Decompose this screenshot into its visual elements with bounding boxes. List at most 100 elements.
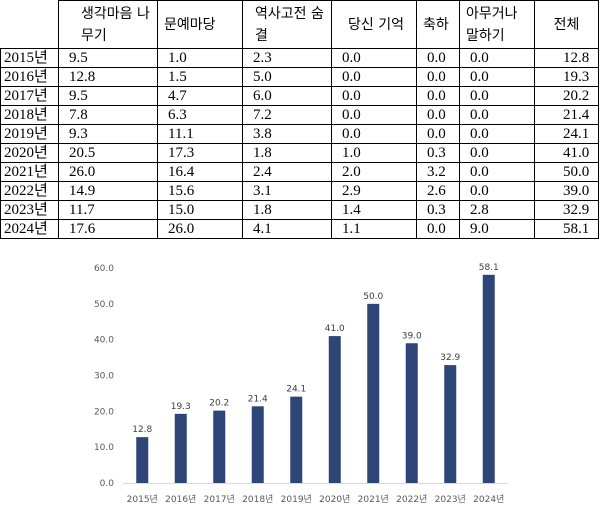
table-cell: 0.0 xyxy=(459,105,535,125)
bar xyxy=(328,336,341,483)
table-row: 2020년 20.5 17.3 1.8 1.0 0.3 0.0 41.0 xyxy=(0,143,599,163)
table-cell: 12.8 xyxy=(58,67,158,87)
table-cell: 17.6 xyxy=(58,219,158,239)
table-cell: 4.1 xyxy=(242,219,332,239)
table-cell: 11.7 xyxy=(58,200,158,220)
table-cell: 1.1 xyxy=(331,219,417,239)
x-category-label: 2016년 xyxy=(165,494,196,505)
x-category-label: 2017년 xyxy=(204,494,235,505)
x-category-label: 2022년 xyxy=(396,494,427,505)
bar xyxy=(290,396,303,483)
table-cell: 1.0 xyxy=(157,48,243,68)
header-col-1: 생각마음 나무기 xyxy=(58,0,158,49)
table-cell: 2.8 xyxy=(459,200,535,220)
table-cell: 0.3 xyxy=(416,200,460,220)
table-cell: 3.2 xyxy=(416,162,460,182)
table-cell: 6.0 xyxy=(242,86,332,106)
table-cell: 2.0 xyxy=(331,162,417,182)
x-category-label: 2020년 xyxy=(319,494,350,505)
table-row: 2015년 9.5 1.0 2.3 0.0 0.0 0.0 12.8 xyxy=(0,48,599,68)
bar xyxy=(136,437,149,483)
bar xyxy=(482,274,495,483)
table-cell: 0.0 xyxy=(416,67,460,87)
table-cell: 3.8 xyxy=(242,124,332,144)
table-cell: 0.0 xyxy=(416,48,460,68)
bar-value-label: 12.8 xyxy=(132,425,152,435)
table-cell: 19.3 xyxy=(534,67,599,87)
row-year-cell: 2019년 xyxy=(0,124,59,144)
table-row: 2017년 9.5 4.7 6.0 0.0 0.0 0.0 20.2 xyxy=(0,86,599,106)
header-col-7: 전체 xyxy=(534,0,599,49)
table-cell: 32.9 xyxy=(534,200,599,220)
table-cell: 20.5 xyxy=(58,143,158,163)
table-cell: 26.0 xyxy=(157,219,243,239)
bar xyxy=(213,410,226,483)
header-col-4: 당신 기억 xyxy=(331,0,417,49)
table-cell: 20.2 xyxy=(534,86,599,106)
table-cell: 9.5 xyxy=(58,86,158,106)
x-category-label: 2019년 xyxy=(281,494,312,505)
table-cell: 0.0 xyxy=(459,162,535,182)
bar-value-label: 39.0 xyxy=(402,331,422,341)
table-cell: 0.0 xyxy=(459,67,535,87)
table-cell: 21.4 xyxy=(534,105,599,125)
row-year-cell: 2016년 xyxy=(0,67,59,87)
table-cell: 9.3 xyxy=(58,124,158,144)
table-cell: 16.4 xyxy=(157,162,243,182)
x-category-label: 2021년 xyxy=(358,494,389,505)
table-cell: 39.0 xyxy=(534,181,599,201)
table-body: 2015년 9.5 1.0 2.3 0.0 0.0 0.0 12.8 2016년 12.8 1.5 5… xyxy=(0,48,599,239)
table-cell: 7.2 xyxy=(242,105,332,125)
bar-value-label: 24.1 xyxy=(286,385,306,395)
table-cell: 0.0 xyxy=(416,124,460,144)
table-cell: 0.0 xyxy=(416,86,460,106)
table-row: 2016년 12.8 1.5 5.0 0.0 0.0 0.0 19.3 xyxy=(0,67,599,87)
table-cell: 0.0 xyxy=(459,124,535,144)
table-cell: 0.0 xyxy=(331,105,417,125)
bar xyxy=(367,303,380,483)
table-cell: 50.0 xyxy=(534,162,599,182)
table-cell: 0.0 xyxy=(331,86,417,106)
header-col-2: 문예마당 xyxy=(157,0,243,49)
table-cell: 9.0 xyxy=(459,219,535,239)
y-tick-label: 40.0 xyxy=(94,336,114,346)
row-year-cell: 2024년 xyxy=(0,219,59,239)
table-cell: 2.3 xyxy=(242,48,332,68)
table-cell: 6.3 xyxy=(157,105,243,125)
table-cell: 0.3 xyxy=(416,143,460,163)
row-year-cell: 2020년 xyxy=(0,143,59,163)
row-year-cell: 2015년 xyxy=(0,48,59,68)
bar-chart: 0.0 10.0 20.0 30.0 40.0 50.0 60.0 12.8 19.3 20.2… xyxy=(94,263,508,505)
table-cell: 0.0 xyxy=(331,48,417,68)
table-cell: 1.5 xyxy=(157,67,243,87)
table-row: 2024년 17.6 26.0 4.1 1.1 0.0 9.0 58.1 xyxy=(0,219,599,239)
bar-value-label: 21.4 xyxy=(248,394,268,404)
header-col-3: 역사고전 숨결 xyxy=(242,0,332,49)
y-tick-label: 30.0 xyxy=(94,372,114,382)
table-cell: 9.5 xyxy=(58,48,158,68)
table-cell: 0.0 xyxy=(459,86,535,106)
table-row: 2022년 14.9 15.6 3.1 2.9 2.6 0.0 39.0 xyxy=(0,181,599,201)
bar xyxy=(251,406,264,483)
bar xyxy=(174,413,187,483)
table-cell: 4.7 xyxy=(157,86,243,106)
table-header-row: 생각마음 나무기 문예마당 역사고전 숨결 당신 기억 축하 아무거나 말하기 … xyxy=(0,0,599,49)
table-cell: 15.0 xyxy=(157,200,243,220)
header-col-6: 아무거나 말하기 xyxy=(459,0,535,49)
table-row: 2021년 26.0 16.4 2.4 2.0 3.2 0.0 50.0 xyxy=(0,162,599,182)
y-tick-label: 60.0 xyxy=(94,264,114,274)
x-axis: 2015년 2016년 2017년 2018년 2019년 2020년 2021년 2022년… xyxy=(123,483,508,505)
table-cell: 0.0 xyxy=(459,181,535,201)
table-cell: 3.1 xyxy=(242,181,332,201)
bar-value-label: 58.1 xyxy=(479,263,499,273)
bars-group: 12.8 19.3 20.2 21.4 24.1 41.0 50.0 39.0 32.9 58.1 xyxy=(132,263,499,483)
table-cell: 2.4 xyxy=(242,162,332,182)
table-cell: 5.0 xyxy=(242,67,332,87)
bar-value-label: 50.0 xyxy=(363,292,383,302)
table-row: 2019년 9.3 11.1 3.8 0.0 0.0 0.0 24.1 xyxy=(0,124,599,144)
bar xyxy=(444,365,457,483)
table-cell: 1.8 xyxy=(242,143,332,163)
table-cell: 0.0 xyxy=(331,124,417,144)
y-axis: 0.0 10.0 20.0 30.0 40.0 50.0 60.0 xyxy=(94,264,114,489)
table-cell: 17.3 xyxy=(157,143,243,163)
